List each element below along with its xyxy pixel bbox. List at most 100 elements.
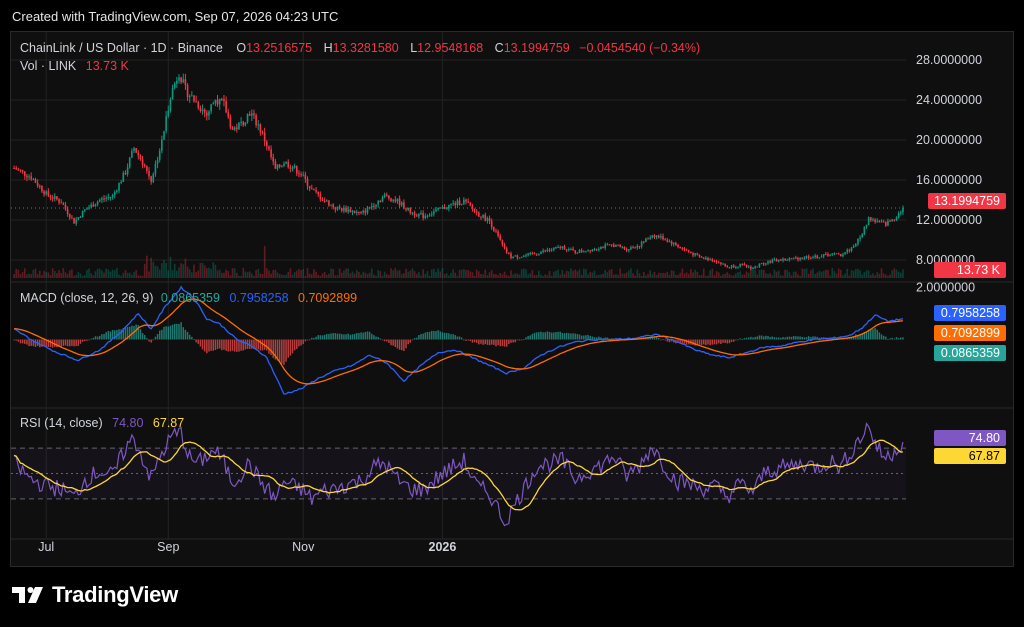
macd-hist-bar [270,339,272,356]
volume-bar [236,272,238,278]
candle-body [760,263,763,265]
macd-hist-bar [516,339,519,341]
volume-bar [520,269,523,278]
candle-body [842,254,844,257]
macd-hist-bar [887,339,889,340]
macd-hist-bar [732,339,735,342]
volume-bar [617,274,619,278]
volume-bar [58,270,60,278]
macd-hist-bar [568,333,570,340]
volume-bar [56,273,58,278]
volume-legend[interactable]: Vol · LINK 13.73 K [20,59,129,73]
macd-hist-bar [347,333,349,340]
volume-bar [364,272,367,278]
candle-body [758,263,761,267]
volume-bar [540,274,542,278]
candle-body [146,166,148,172]
macd-hist-bar [259,339,262,351]
volume-bar [880,268,883,278]
volume-bar [831,268,834,278]
candle-body [698,254,701,257]
macd-hist-bar [332,333,334,340]
volume-bar [238,275,240,278]
candle-body [700,256,703,258]
volume-bar [555,270,557,278]
macd-hist-bar [863,331,866,340]
volume-bar [163,260,165,278]
candle-body [184,79,187,86]
macd-hist-bar [345,334,347,340]
candle-body [623,246,626,249]
main-legend[interactable]: ChainLink / US Dollar · 1D · Binance O13… [20,41,700,55]
candle-body [702,257,705,259]
symbol-title[interactable]: ChainLink / US Dollar · 1D · Binance [20,41,223,55]
candle-body [103,198,105,200]
candle-body [899,212,902,214]
candle-body [589,250,592,252]
volume-bar [38,270,41,278]
macd-legend[interactable]: MACD (close, 12, 26, 9) 0.0865359 0.7958… [20,291,357,305]
volume-bar [19,274,22,278]
macd-hist-bar [525,337,527,340]
volume-bar [651,274,654,278]
volume-bar [852,270,855,278]
macd-hist-bar [92,337,95,340]
candle-body [882,221,885,223]
candle-body [107,197,110,199]
candle-body [681,247,684,249]
volume-bar [118,274,120,278]
candle-body [137,152,140,156]
volume-bar [383,271,386,278]
candle-body [884,221,887,226]
volume-bar [45,272,48,278]
volume-bar [47,272,50,278]
tradingview-logo[interactable]: TradingView [12,582,178,608]
macd-hist-bar [493,339,495,345]
volume-bar [698,275,701,278]
candle-body [259,124,262,133]
volume-bar [206,268,208,278]
candle-body [752,267,754,269]
candle-body [499,235,502,241]
candle-body [418,213,420,217]
candle-body [861,234,864,238]
macd-hist-bar [660,339,662,341]
candle-body [263,132,266,142]
candle-body [777,259,780,262]
candle-body [428,215,431,217]
rsi-legend[interactable]: RSI (14, close) 74.80 67.87 [20,416,184,430]
macd-hist-bar [595,337,598,340]
candle-body [71,217,73,219]
volume-bar [542,275,544,278]
candle-body [227,112,230,117]
volume-bar [381,275,384,278]
volume-bar [563,274,566,278]
volume-bar [480,274,482,278]
volume-bar [141,275,144,278]
volume-bar [869,275,872,278]
volume-bar [143,263,146,278]
macd-hist-bar [482,339,484,345]
candle-body [690,251,692,254]
macd-hist-bar [122,328,125,340]
volume-bar [490,269,493,278]
volume-bar [302,269,305,278]
candle-body [400,202,403,206]
macd-hist-bar [424,332,427,340]
candle-body [315,190,317,192]
candle-body [754,266,756,268]
candle-body [582,251,585,253]
macd-hist-bar [818,337,821,340]
candle-body [143,164,146,167]
candle-body [602,246,604,248]
chart-canvas[interactable]: 28.0000000 24.0000000 20.0000000 16.0000000… [11,32,1014,567]
volume-bar [822,270,825,278]
chart-frame[interactable]: 28.0000000 24.0000000 20.0000000 16.0000000… [10,31,1014,567]
candle-body [773,259,776,261]
candle-body [360,212,362,214]
macd-hist-bar [460,337,463,340]
macd-hist-bar [351,334,354,340]
macd-hist-bar [171,324,174,340]
macd-hist-bar [880,334,883,340]
candle-body [696,253,699,255]
